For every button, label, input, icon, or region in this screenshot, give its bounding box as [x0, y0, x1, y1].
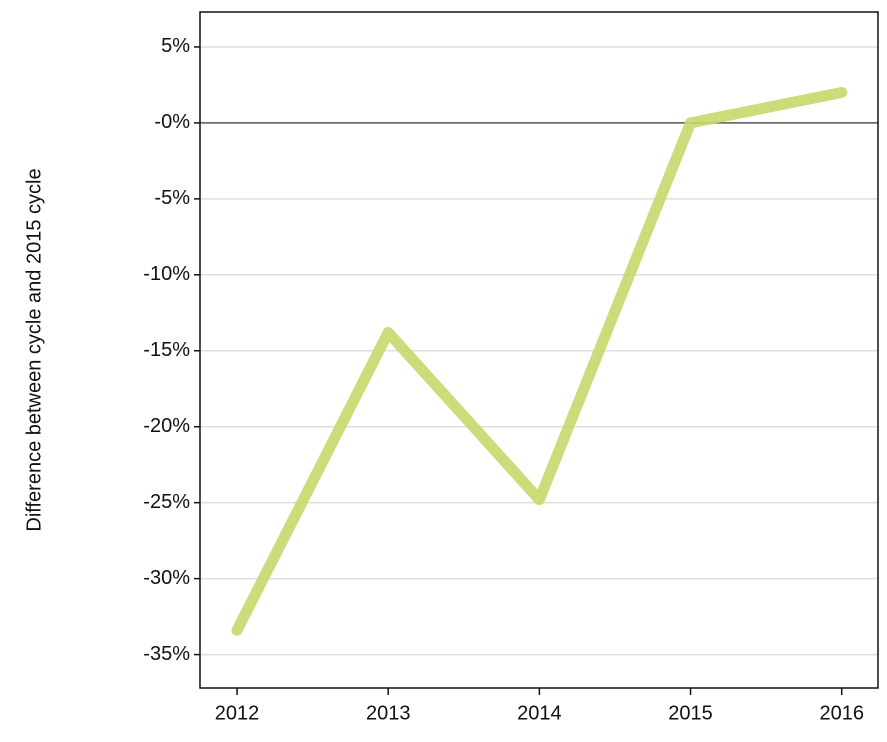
- y-tick-label: -25%: [143, 491, 190, 513]
- x-tick-label: 2015: [668, 702, 713, 724]
- x-tick-label: 2013: [366, 702, 411, 724]
- y-tick-label: -5%: [154, 187, 190, 209]
- y-tick-label: -30%: [143, 567, 190, 589]
- x-tick-label: 2012: [215, 702, 260, 724]
- y-tick-label: -35%: [143, 643, 190, 665]
- y-tick-label: -10%: [143, 263, 190, 285]
- y-tick-label: -15%: [143, 339, 190, 361]
- y-tick-label: -0%: [154, 111, 190, 133]
- data-line: [231, 87, 848, 636]
- plot-frame: [199, 11, 879, 689]
- x-tick-label: 2016: [819, 702, 864, 724]
- x-tick-label: 2014: [517, 702, 562, 724]
- y-tick-label: -20%: [143, 415, 190, 437]
- y-tick-label: 5%: [161, 35, 190, 57]
- y-axis-label: Difference between cycle and 2015 cycle: [23, 168, 45, 531]
